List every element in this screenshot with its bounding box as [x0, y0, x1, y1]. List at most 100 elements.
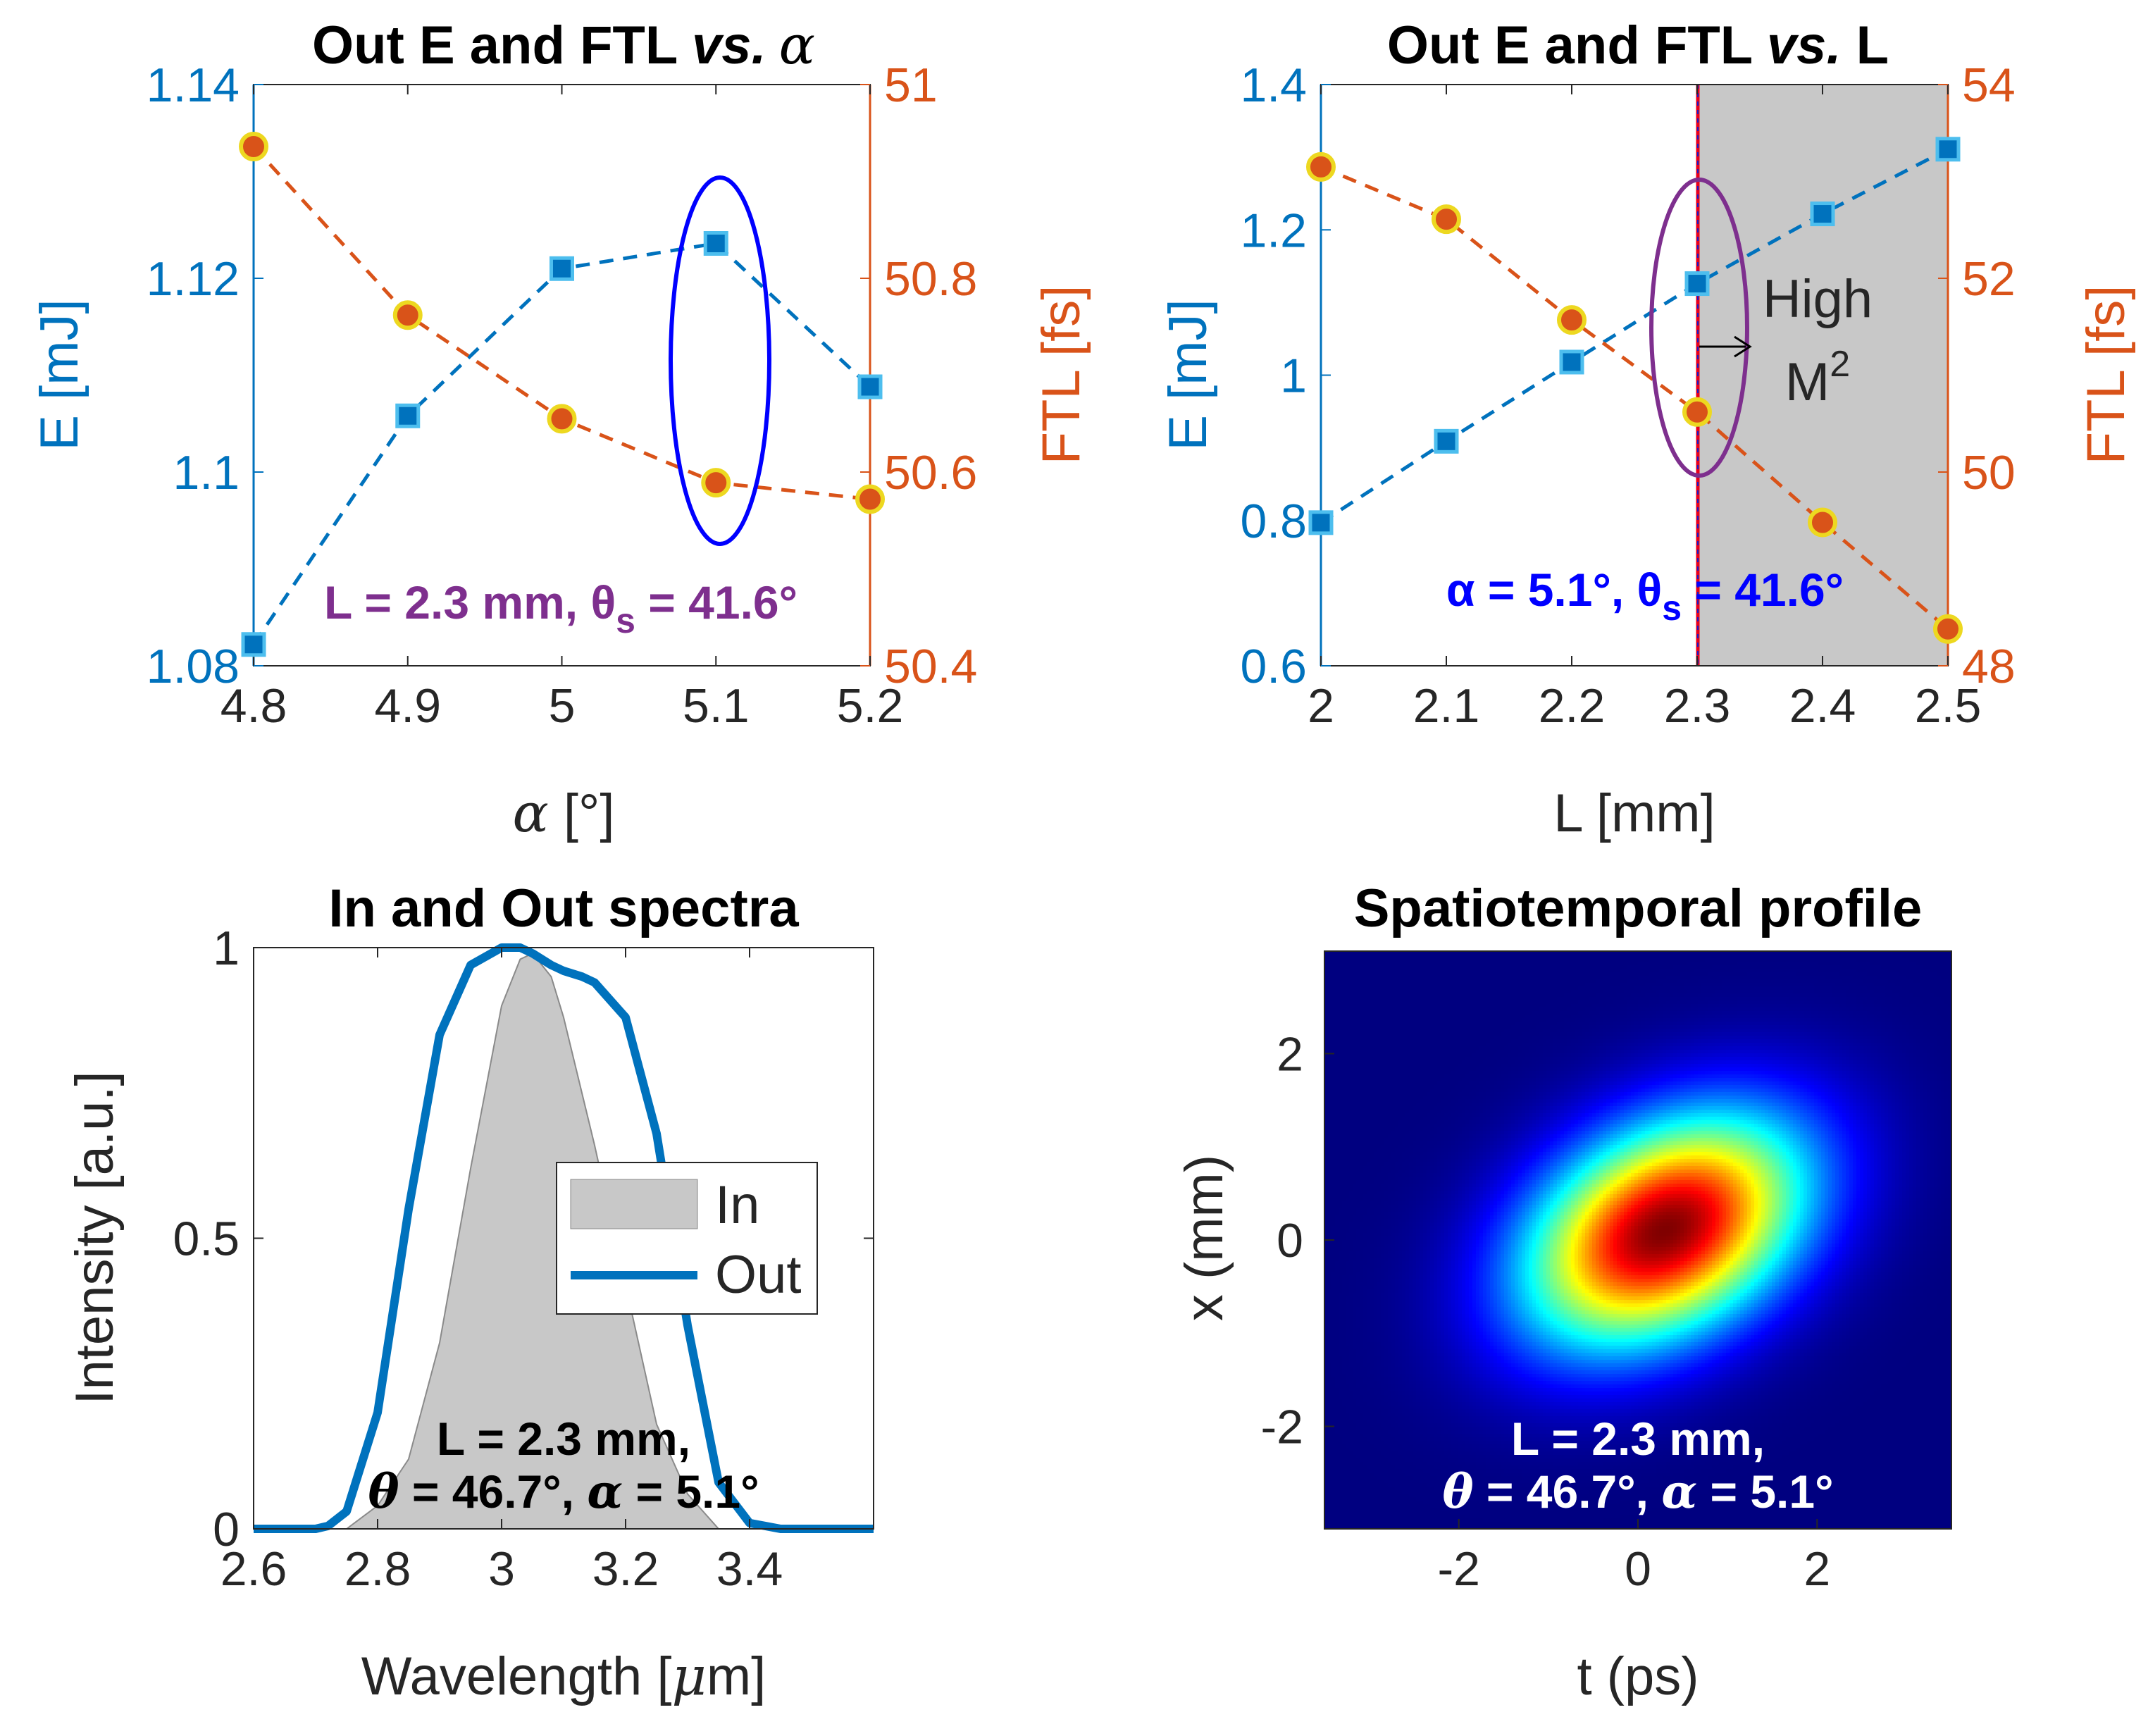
panel-a-right-ticks: 50.4 50.6 50.8 51	[860, 58, 977, 693]
panel-a-ylabel-left: E [mJ]	[30, 299, 89, 450]
pb-e-point	[1810, 202, 1835, 227]
panel-a-highlight-ellipse	[669, 175, 771, 546]
pa-ftl-point	[701, 468, 731, 498]
panel-b-arrow-head	[1734, 335, 1752, 358]
panel-a-x-ticks: 4.8 4.9 5 5.1 5.2	[221, 85, 904, 733]
pa-left-ytick-label: 1.12	[147, 252, 240, 306]
panel-b-series	[1306, 137, 1963, 644]
panel-b-right-ticks: 48 50 52 54	[1938, 58, 2016, 693]
pb-xtick-label: 2.2	[1539, 679, 1606, 733]
legend-out-label: Out	[715, 1245, 802, 1305]
panel-d-ytick-label: 0	[1277, 1214, 1303, 1267]
pb-xtick-label: 2.3	[1664, 679, 1731, 733]
pa-e-point	[703, 231, 728, 256]
pb-e-point	[1308, 510, 1334, 535]
pb-left-ytick-label: 1	[1280, 349, 1307, 403]
panel-b-region-label-high: High	[1763, 269, 1873, 329]
pa-ftl-line	[252, 145, 871, 501]
pb-xtick-label: 2.5	[1915, 679, 1982, 733]
panel-b-title: Out E and FTL vs. L	[1387, 16, 1889, 75]
pb-ftl-point	[1808, 507, 1837, 538]
pb-right-ytick-label: 52	[1962, 252, 2016, 306]
pa-e-point	[550, 256, 574, 281]
panel-b-x-ticks: 2 2.1 2.2 2.3 2.4 2.5	[1308, 85, 1981, 733]
panel-b-ylabel-right: FTL [fs]	[2076, 285, 2136, 465]
pa-right-ytick-label: 51	[884, 58, 938, 112]
pa-right-ytick-label: 50.8	[884, 252, 977, 306]
panel-a-ylabel-right: FTL [fs]	[1031, 285, 1091, 465]
panel-c-ytick-label: 0	[213, 1503, 240, 1556]
pb-e-point	[1684, 271, 1710, 297]
panel-a-annotation: L = 2.3 mm, θs = 41.6°	[324, 576, 797, 640]
panel-b-highlight-ellipse	[1649, 178, 1749, 478]
pa-xtick-label: 5.2	[837, 679, 904, 733]
pa-left-ytick-label: 1.14	[147, 58, 240, 112]
panel-c-in-area	[344, 953, 721, 1530]
panel-c: In and Out spectra 2.6 2.8 3 3.2 3.4 00.51 I…	[65, 879, 874, 1707]
pb-ftl-line	[1320, 165, 1949, 631]
pb-ftl-point	[1682, 397, 1712, 427]
pb-xtick-label: 2.4	[1789, 679, 1856, 733]
panel-a: Out E and FTL vs. α 4.8 4.9 5 5.1 5.2 1.08 1.1…	[30, 13, 1091, 844]
panel-d-annotation-line1: L = 2.3 mm,	[1511, 1413, 1765, 1465]
legend-in-label: In	[715, 1175, 759, 1235]
panel-b-ylabel-left: E [mJ]	[1158, 299, 1218, 450]
pb-e-line	[1320, 147, 1949, 524]
pa-right-ytick-label: 50.6	[884, 446, 977, 500]
panel-c-ylabel: Intensity [a.u.]	[65, 1071, 125, 1404]
panel-c-title: In and Out spectra	[328, 879, 799, 938]
pb-xtick-label: 2.1	[1413, 679, 1480, 733]
pa-e-point	[241, 632, 266, 657]
pb-e-point	[1935, 137, 1961, 162]
panel-b-annotation: α = 5.1°, θs = 41.6°	[1446, 564, 1844, 628]
panel-c-annotation-line2: θ = 46.7°, α = 5.1°	[368, 1464, 759, 1519]
pb-ftl-point	[1933, 614, 1963, 644]
pb-e-point	[1559, 349, 1584, 375]
panel-d-y-ticks: -2 0 2	[1261, 1027, 1334, 1454]
pb-left-ytick-label: 0.8	[1240, 495, 1307, 548]
panel-d: Spatiotemporal profile -2 0 2 -2 0 2 L = 2.3…	[1174, 879, 1952, 1706]
panel-c-ytick-label: 0.5	[173, 1213, 240, 1266]
panel-d-xtick-label: 0	[1625, 1542, 1651, 1596]
panel-b-xlabel: L [mm]	[1553, 783, 1715, 843]
pa-xtick-label: 4.9	[374, 679, 441, 733]
panel-d-annotation-line2: θ = 46.7°, α = 5.1°	[1443, 1464, 1834, 1519]
pa-left-ytick-label: 1.08	[147, 640, 240, 693]
pb-ftl-point	[1306, 151, 1336, 182]
panel-c-series	[254, 943, 874, 1533]
panel-c-xtick-label: 2.6	[221, 1542, 287, 1596]
pa-xtick-label: 5.1	[683, 679, 750, 733]
panel-c-y-ticks: 00.51	[173, 922, 874, 1556]
pb-left-ytick-label: 0.6	[1240, 640, 1307, 693]
panel-c-xtick-label: 2.8	[344, 1542, 411, 1596]
panel-d-xlabel: t (ps)	[1577, 1647, 1699, 1706]
panel-d-ytick-label: -2	[1261, 1401, 1303, 1454]
panel-c-x-ticks: 2.6 2.8 3 3.2 3.4	[221, 948, 783, 1596]
pb-ftl-point	[1557, 305, 1587, 335]
panel-c-legend: In Out	[556, 1162, 818, 1315]
panel-d-xtick-label: 2	[1804, 1542, 1830, 1596]
pa-ftl-point	[547, 404, 577, 434]
panel-d-x-ticks: -2 0 2	[1437, 1519, 1830, 1596]
pa-left-ytick-label: 1.1	[173, 446, 240, 500]
panel-c-xtick-label: 3.2	[592, 1542, 659, 1596]
panel-c-ytick-label: 1	[213, 922, 240, 975]
pb-right-ytick-label: 48	[1962, 640, 2016, 693]
panel-d-xtick-label: -2	[1437, 1542, 1479, 1596]
pb-right-ytick-label: 54	[1962, 58, 2016, 112]
panel-b-left-ticks: 0.6 0.8 1 1.2 1.4	[1240, 58, 1331, 693]
pb-left-ytick-label: 1.2	[1240, 204, 1307, 257]
panel-c-xlabel: Wavelength [μm]	[361, 1644, 766, 1707]
pa-e-point	[395, 403, 421, 428]
pa-right-ytick-label: 50.4	[884, 640, 977, 693]
pa-xtick-label: 4.8	[221, 679, 287, 733]
panel-d-ylabel: x (mm)	[1174, 1155, 1234, 1321]
pb-left-ytick-label: 1.4	[1240, 58, 1307, 112]
legend-in-swatch	[570, 1179, 698, 1229]
panel-d-ytick-label: 2	[1277, 1027, 1303, 1081]
panel-b-region-label-m2: M2	[1785, 344, 1850, 412]
panel-d-heatmap	[1324, 951, 1951, 1529]
panel-a-title: Out E and FTL vs. α	[312, 13, 815, 76]
panel-c-xtick-label: 3	[488, 1542, 515, 1596]
